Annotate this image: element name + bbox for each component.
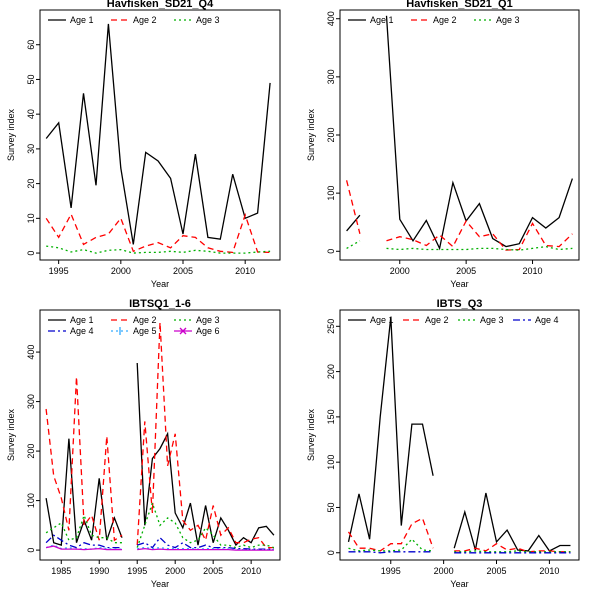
x-axis-label: Year [151,579,169,589]
y-tick-label: 10 [26,213,36,223]
x-tick-label: 1995 [127,566,147,576]
y-tick-label: 400 [326,11,336,26]
y-tick-label: 150 [326,409,336,424]
legend-label-age-2: Age 2 [133,315,157,325]
legend-label-age-3: Age 3 [196,15,220,25]
y-tick-label: 300 [326,69,336,84]
legend-label-age-3: Age 3 [196,315,220,325]
x-tick-label: 2000 [165,566,185,576]
x-tick-label: 2005 [203,566,223,576]
legend-label-age-3: Age 3 [480,315,504,325]
plot-frame [339,9,580,261]
y-tick-label: 0 [326,249,336,254]
y-tick-label: 0 [26,251,36,256]
legend-marker [179,327,187,335]
series-line-age-2 [347,517,571,553]
plot-frame [39,9,281,261]
x-tick-label: 2005 [456,266,476,276]
series-line-age-4 [45,534,274,550]
chart-title: Havfisken_SD21_Q4 [107,0,214,10]
legend-label-age-1: Age 1 [370,15,394,25]
x-tick-label: 2010 [241,566,261,576]
y-tick-label: 40 [26,109,36,119]
x-tick-label: 1985 [51,566,71,576]
legend-label-age-4: Age 4 [70,326,94,336]
x-tick-label: 2005 [173,266,193,276]
y-tick-label: 100 [326,186,336,201]
chart-panel-havfisken-sd21-q4: Havfisken_SD21_Q4 1995 2000 2005 2010 0 10 20 30… [6,0,281,289]
y-tick-label: 250 [326,319,336,334]
y-axis-label: Survey index [6,108,16,161]
legend-label-age-3: Age 3 [496,15,520,25]
y-tick-label: 300 [26,394,36,409]
legend-label-age-5: Age 5 [133,326,157,336]
series-line-age-2 [345,180,573,251]
series-line-age-2 [45,322,274,549]
legend-label-age-1: Age 1 [70,15,94,25]
plot-frame [339,309,580,561]
y-tick-label: 100 [26,493,36,508]
x-tick-label: 2000 [390,266,410,276]
y-tick-label: 200 [26,444,36,459]
legend-label-age-6: Age 6 [196,326,220,336]
legend-label-age-1: Age 1 [70,315,94,325]
series-line-age-3 [45,501,275,549]
series-line-age-3 [346,240,573,251]
y-tick-label: 60 [26,40,36,50]
y-axis-label: Survey index [6,408,16,461]
y-tick-label: 100 [326,455,336,470]
legend-label-age-4: Age 4 [535,315,559,325]
y-tick-label: 0 [26,548,36,553]
y-tick-label: 200 [326,127,336,142]
plot-frame [39,309,281,561]
legend-label-age-2: Age 2 [133,15,157,25]
y-tick-label: 50 [26,74,36,84]
x-tick-label: 2010 [523,266,543,276]
x-tick-label: 1995 [49,266,69,276]
series-line-age-1 [45,23,271,245]
series-line-age-6 [45,545,274,551]
y-tick-label: 400 [26,345,36,360]
x-tick-label: 2005 [486,566,506,576]
series-line-age-3 [46,245,271,254]
y-axis-label: Survey index [306,108,316,161]
x-tick-label: 2000 [434,566,454,576]
x-tick-label: 1990 [89,566,109,576]
x-tick-label: 2010 [235,266,255,276]
y-tick-label: 50 [326,502,336,512]
x-tick-label: 1995 [381,566,401,576]
chart-panel-ibtsq1-1-6: IBTSQ1_1-6 1985 1990 1995 2000 2005 2010 0 100 20… [6,298,281,589]
chart-title: IBTS_Q3 [437,298,483,310]
x-axis-label: Year [450,279,468,289]
legend-label-age-1: Age 1 [370,315,394,325]
y-tick-label: 30 [26,144,36,154]
y-tick-label: 20 [26,179,36,189]
legend-label-age-2: Age 2 [425,315,449,325]
series-line-age-1 [346,15,574,251]
x-axis-label: Year [151,279,169,289]
x-tick-label: 2000 [111,266,131,276]
chart-panel-ibts-q3: IBTS_Q3 1995 2000 2005 2010 0 50 100 150 200 250 Ye… [306,298,580,589]
chart-title: Havfisken_SD21_Q1 [406,0,512,10]
chart-panel-havfisken-sd21-q1: Havfisken_SD21_Q1 2000 2005 2010 0 100 200 300 4… [306,0,580,289]
series-line-age-2 [45,212,271,254]
y-tick-label: 200 [326,364,336,379]
y-axis-label: Survey index [306,408,316,461]
x-tick-label: 2010 [539,566,559,576]
y-tick-label: 0 [326,550,336,555]
x-axis-label: Year [450,579,468,589]
chart-title: IBTSQ1_1-6 [129,298,191,310]
legend-label-age-2: Age 2 [433,15,457,25]
series-line-age-1 [347,317,571,552]
series-line-age-4 [348,551,571,554]
